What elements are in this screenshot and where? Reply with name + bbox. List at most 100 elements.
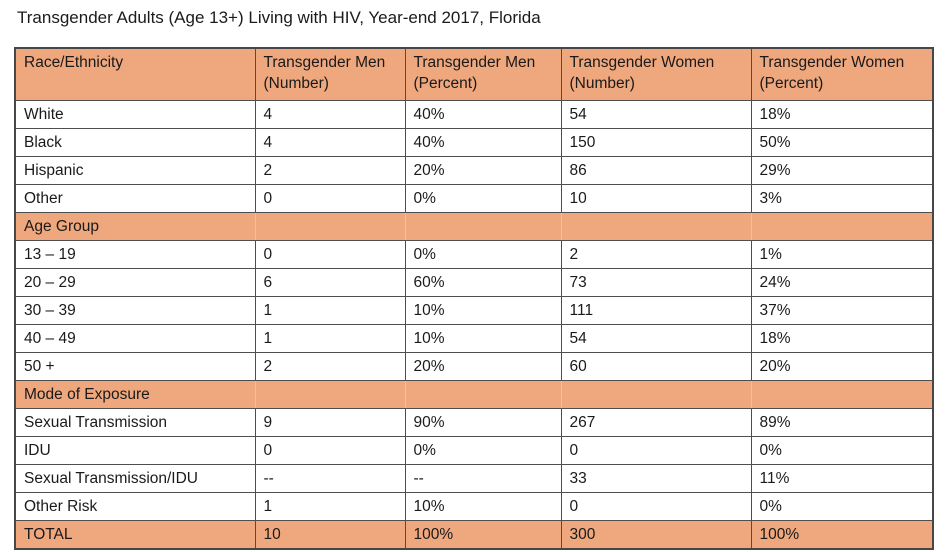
row-label: 20 – 29 [14, 268, 256, 297]
cell: 2 [254, 352, 406, 381]
table-row: Black 4 40% 150 50% [14, 128, 934, 157]
cell: 4 [254, 128, 406, 157]
cell: 54 [560, 324, 752, 353]
cell: 40% [404, 128, 562, 157]
cell: 0% [750, 492, 934, 521]
cell: 60% [404, 268, 562, 297]
cell: 20% [404, 352, 562, 381]
cell: 37% [750, 296, 934, 325]
row-label: Black [14, 128, 256, 157]
cell: 6 [254, 268, 406, 297]
cell: 300 [560, 520, 752, 550]
row-label: Other Risk [14, 492, 256, 521]
column-header-trans-women-number: Transgender Women (Number) [560, 47, 752, 101]
table-row: Sexual Transmission/IDU -- -- 33 11% [14, 464, 934, 493]
cell: 0% [404, 184, 562, 213]
table-row: 20 – 29 6 60% 73 24% [14, 268, 934, 297]
row-label: White [14, 100, 256, 129]
table-row: IDU 0 0% 0 0% [14, 436, 934, 465]
table-row: 30 – 39 1 10% 111 37% [14, 296, 934, 325]
cell: 18% [750, 100, 934, 129]
cell: 150 [560, 128, 752, 157]
cell: 2 [254, 156, 406, 185]
cell: 29% [750, 156, 934, 185]
table-row: 13 – 19 0 0% 2 1% [14, 240, 934, 269]
cell: 10% [404, 296, 562, 325]
cell: 40% [404, 100, 562, 129]
cell [254, 380, 406, 409]
table-row: Hispanic 2 20% 86 29% [14, 156, 934, 185]
row-label: 30 – 39 [14, 296, 256, 325]
cell: 11% [750, 464, 934, 493]
cell [750, 380, 934, 409]
cell: 1% [750, 240, 934, 269]
cell [404, 212, 562, 241]
cell: 24% [750, 268, 934, 297]
row-label: 50 + [14, 352, 256, 381]
cell: 60 [560, 352, 752, 381]
table-row: Sexual Transmission 9 90% 267 89% [14, 408, 934, 437]
section-row-mode-of-exposure: Mode of Exposure [14, 380, 934, 409]
row-label: Other [14, 184, 256, 213]
cell: 33 [560, 464, 752, 493]
cell: -- [404, 464, 562, 493]
table-row: 50 + 2 20% 60 20% [14, 352, 934, 381]
row-label: TOTAL [14, 520, 256, 550]
cell: 0 [560, 436, 752, 465]
cell: 54 [560, 100, 752, 129]
table-row: Other 0 0% 10 3% [14, 184, 934, 213]
cell: 89% [750, 408, 934, 437]
page-title: Transgender Adults (Age 13+) Living with… [17, 8, 541, 27]
cell: 10 [560, 184, 752, 213]
cell: 0 [254, 184, 406, 213]
cell: 10% [404, 324, 562, 353]
section-label: Mode of Exposure [14, 380, 256, 409]
cell: 20% [404, 156, 562, 185]
table-row: Other Risk 1 10% 0 0% [14, 492, 934, 521]
cell: 1 [254, 492, 406, 521]
cell: 86 [560, 156, 752, 185]
cell [750, 212, 934, 241]
cell: 2 [560, 240, 752, 269]
section-label: Age Group [14, 212, 256, 241]
cell: 0 [254, 240, 406, 269]
column-header-race-ethnicity: Race/Ethnicity [14, 47, 256, 101]
cell: 90% [404, 408, 562, 437]
cell: 0 [254, 436, 406, 465]
cell [254, 212, 406, 241]
cell: 1 [254, 296, 406, 325]
cell: 111 [560, 296, 752, 325]
row-label: 40 – 49 [14, 324, 256, 353]
row-label: Sexual Transmission/IDU [14, 464, 256, 493]
cell: 4 [254, 100, 406, 129]
cell [560, 212, 752, 241]
row-label: 13 – 19 [14, 240, 256, 269]
cell: -- [254, 464, 406, 493]
cell: 267 [560, 408, 752, 437]
cell: 0% [404, 436, 562, 465]
column-header-trans-men-number: Transgender Men (Number) [254, 47, 406, 101]
cell: 3% [750, 184, 934, 213]
cell [560, 380, 752, 409]
cell: 0% [404, 240, 562, 269]
total-row: TOTAL 10 100% 300 100% [14, 520, 934, 550]
cell: 9 [254, 408, 406, 437]
cell: 0% [750, 436, 934, 465]
cell: 1 [254, 324, 406, 353]
cell: 73 [560, 268, 752, 297]
row-label: IDU [14, 436, 256, 465]
cell: 10 [254, 520, 406, 550]
cell [404, 380, 562, 409]
row-label: Hispanic [14, 156, 256, 185]
column-header-trans-men-percent: Transgender Men (Percent) [404, 47, 562, 101]
header-row: Race/Ethnicity Transgender Men (Number) … [14, 47, 934, 101]
section-row-age-group: Age Group [14, 212, 934, 241]
table-row: 40 – 49 1 10% 54 18% [14, 324, 934, 353]
cell: 18% [750, 324, 934, 353]
cell: 50% [750, 128, 934, 157]
hiv-statistics-table: Race/Ethnicity Transgender Men (Number) … [14, 47, 934, 550]
cell: 100% [404, 520, 562, 550]
column-header-trans-women-percent: Transgender Women (Percent) [750, 47, 934, 101]
cell: 20% [750, 352, 934, 381]
